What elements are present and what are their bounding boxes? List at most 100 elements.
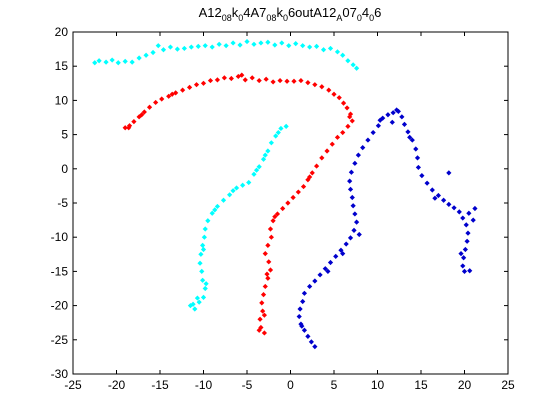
- title-segment: 4A7: [243, 5, 266, 20]
- data-point: [265, 39, 271, 45]
- data-point: [188, 44, 194, 50]
- title-segment: 08: [266, 13, 276, 23]
- data-point: [297, 306, 303, 312]
- title-segment: 08: [222, 13, 232, 23]
- x-tick-label: 5: [331, 378, 338, 392]
- data-point: [470, 217, 476, 223]
- data-point: [305, 177, 311, 183]
- data-point: [307, 174, 313, 180]
- data-point: [291, 78, 297, 84]
- data-point: [285, 200, 291, 206]
- data-point: [143, 52, 149, 58]
- data-point: [270, 79, 276, 85]
- data-point: [305, 80, 311, 86]
- data-point: [352, 160, 358, 166]
- data-point: [312, 344, 318, 350]
- x-axis: -25 -20 -15 -10 -5 0 5 10 15 20 25: [64, 32, 515, 392]
- y-tick-label: 5: [61, 128, 68, 142]
- data-point: [237, 42, 243, 48]
- data-point: [223, 43, 229, 49]
- data-point: [212, 207, 218, 213]
- data-point: [370, 129, 376, 136]
- data-point: [166, 93, 172, 99]
- data-point: [308, 339, 314, 345]
- data-point: [249, 75, 255, 81]
- data-point: [419, 173, 425, 179]
- data-point: [380, 115, 386, 121]
- data-point: [280, 205, 286, 212]
- data-point: [214, 203, 221, 210]
- data-point: [336, 95, 342, 101]
- data-point: [256, 327, 262, 333]
- data-point: [221, 75, 227, 81]
- data-point: [199, 268, 205, 274]
- data-point: [200, 246, 207, 253]
- data-point: [309, 170, 315, 176]
- y-tick-label: 0: [61, 162, 68, 176]
- data-point: [300, 298, 306, 305]
- data-point: [325, 268, 331, 274]
- data-point: [331, 91, 337, 97]
- data-point: [200, 80, 207, 86]
- data-point: [324, 148, 330, 154]
- x-tick-label: 0: [287, 378, 294, 392]
- data-point: [461, 268, 468, 274]
- data-point: [390, 110, 396, 116]
- y-tick-label: -10: [51, 230, 69, 244]
- data-point: [301, 290, 308, 296]
- data-point: [284, 78, 290, 84]
- data-point: [251, 41, 257, 47]
- data-point: [300, 183, 307, 190]
- data-point: [266, 259, 272, 265]
- data-point: [167, 44, 174, 50]
- data-point: [242, 77, 248, 83]
- title-segment: 0: [357, 13, 362, 23]
- data-point: [460, 263, 466, 269]
- data-point: [259, 300, 265, 306]
- data-point: [429, 187, 435, 193]
- data-point: [446, 170, 452, 176]
- data-point: [354, 219, 360, 225]
- data-point: [109, 57, 115, 63]
- data-point: [122, 58, 128, 65]
- data-point: [456, 209, 462, 215]
- data-point: [169, 91, 175, 97]
- data-point: [207, 77, 214, 84]
- title-segment: A12: [199, 5, 222, 20]
- title-segment: k: [276, 5, 283, 20]
- data-point: [153, 99, 159, 106]
- y-tick-label: 20: [55, 25, 69, 39]
- data-point: [413, 146, 419, 152]
- data-point: [268, 234, 274, 240]
- data-point: [355, 152, 361, 158]
- data-point: [300, 43, 306, 49]
- data-point: [260, 292, 267, 298]
- data-point: [327, 45, 334, 52]
- data-point: [198, 251, 204, 257]
- data-point: [312, 278, 318, 284]
- data-point: [354, 65, 360, 71]
- data-point: [190, 301, 196, 307]
- data-point: [103, 59, 109, 65]
- title-segment: 4: [362, 5, 369, 20]
- data-point: [320, 47, 327, 53]
- data-point: [197, 260, 203, 266]
- data-point: [360, 144, 366, 151]
- data-point: [305, 333, 311, 339]
- y-tick-label: -15: [51, 264, 69, 278]
- data-point: [268, 140, 274, 146]
- data-point: [279, 40, 285, 46]
- chart-title: A1208k04A708k06outA12A070406: [199, 5, 382, 23]
- data-point: [338, 247, 344, 253]
- data-point: [227, 192, 233, 198]
- data-point: [352, 211, 358, 217]
- data-point: [258, 324, 264, 331]
- title-segment: 0: [369, 13, 374, 23]
- data-point: [277, 77, 283, 84]
- data-point: [347, 178, 353, 184]
- data-point: [260, 156, 267, 162]
- y-tick-label: -30: [51, 367, 69, 381]
- data-point: [345, 58, 351, 64]
- data-point: [195, 43, 201, 49]
- data-point: [186, 84, 193, 91]
